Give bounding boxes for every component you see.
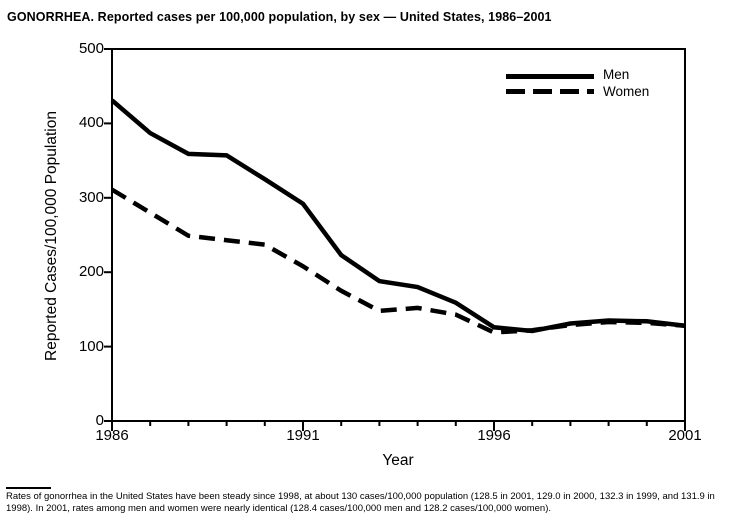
x-axis-title: Year bbox=[382, 452, 414, 469]
y-tick-label: 200 bbox=[78, 263, 104, 281]
legend-label-women: Women bbox=[603, 84, 650, 99]
y-tick-label: 400 bbox=[78, 114, 104, 132]
y-tick-label: 300 bbox=[78, 188, 104, 206]
x-tick-label: 1996 bbox=[477, 427, 511, 444]
series-line-women bbox=[110, 187, 686, 335]
x-tick-label: 1991 bbox=[286, 427, 320, 444]
series-line-men bbox=[110, 98, 686, 334]
chart-plot bbox=[104, 48, 686, 431]
footnote-rule bbox=[6, 487, 51, 489]
y-axis-title: Reported Cases/100,000 Population bbox=[43, 111, 60, 361]
chart-title: GONORRHEA. Reported cases per 100,000 po… bbox=[7, 10, 552, 24]
footnote-text: Rates of gonorrhea in the United States … bbox=[6, 491, 715, 514]
y-tick-label: 500 bbox=[78, 40, 104, 57]
y-tick-label: 100 bbox=[78, 337, 104, 355]
plot-frame bbox=[111, 48, 686, 422]
x-tick-label: 2001 bbox=[668, 427, 702, 444]
y-tick-label: 0 bbox=[95, 412, 104, 429]
legend-label-men: Men bbox=[603, 67, 630, 82]
x-tick-label: 1986 bbox=[95, 427, 129, 444]
